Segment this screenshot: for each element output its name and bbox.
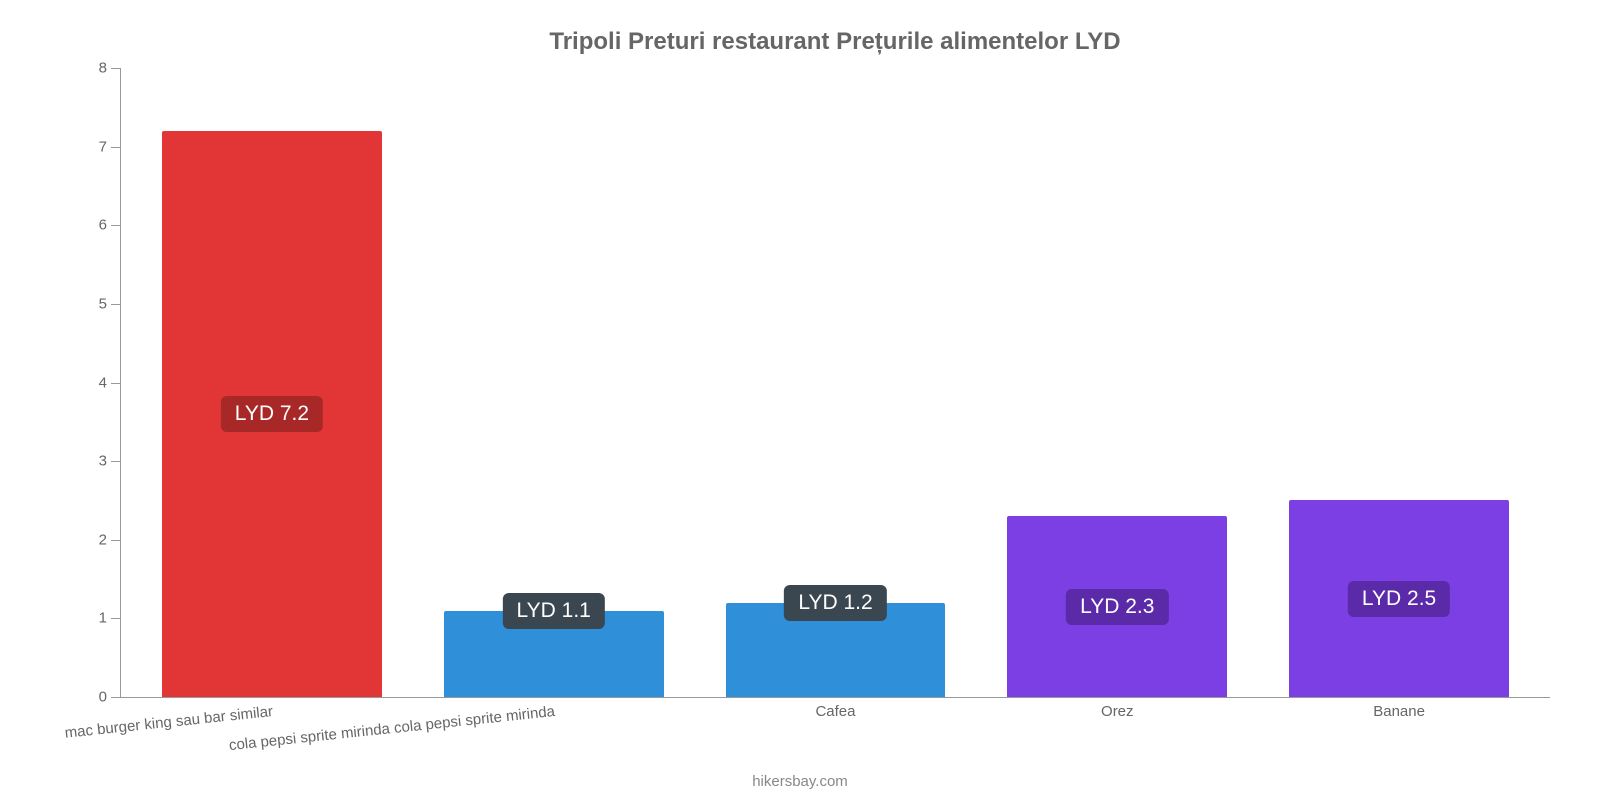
bar-value-label: LYD 2.5: [1348, 581, 1450, 617]
y-tick-label: 3: [99, 453, 121, 470]
bars-group: LYD 7.2 LYD 1.1 LYD 1.2 LYD 2.3 LYD 2.5: [121, 68, 1550, 697]
bar-slot: LYD 2.3: [976, 68, 1258, 697]
bar-value-label: LYD 1.2: [784, 585, 886, 621]
bar-value-label: LYD 1.1: [503, 593, 605, 629]
chart-footer: hikersbay.com: [0, 773, 1600, 790]
bar: LYD 1.1: [444, 611, 664, 697]
x-axis-label: Cafea: [815, 703, 855, 720]
y-tick-label: 0: [99, 689, 121, 706]
chart-container: Tripoli Preturi restaurant Prețurile ali…: [0, 0, 1600, 800]
bar: LYD 2.3: [1007, 516, 1227, 697]
bar-slot: LYD 2.5: [1258, 68, 1540, 697]
x-label-slot: Cafea: [695, 697, 977, 737]
y-tick-label: 1: [99, 610, 121, 627]
x-axis-label: Banane: [1373, 703, 1425, 720]
y-tick-label: 8: [99, 60, 121, 77]
x-axis-labels: mac burger king sau bar similarcola peps…: [121, 697, 1550, 737]
y-tick-label: 7: [99, 138, 121, 155]
y-tick-label: 5: [99, 295, 121, 312]
x-label-slot: Banane: [1258, 697, 1540, 737]
bar: LYD 2.5: [1289, 500, 1509, 697]
bar: LYD 7.2: [162, 131, 382, 697]
bar-value-label: LYD 7.2: [221, 396, 323, 432]
y-tick-label: 2: [99, 531, 121, 548]
plot-area: LYD 7.2LYD 1.1LYD 1.2LYD 2.3LYD 2.5 mac …: [120, 68, 1550, 698]
y-tick-label: 4: [99, 374, 121, 391]
bar-slot: LYD 1.2: [695, 68, 977, 697]
bar: LYD 1.2: [726, 603, 946, 697]
x-axis-label: Orez: [1101, 703, 1134, 720]
x-label-slot: cola pepsi sprite mirinda cola pepsi spr…: [413, 697, 695, 737]
bar-slot: LYD 1.1: [413, 68, 695, 697]
bar-slot: LYD 7.2: [131, 68, 413, 697]
y-tick-label: 6: [99, 217, 121, 234]
bar-value-label: LYD 2.3: [1066, 589, 1168, 625]
chart-title: Tripoli Preturi restaurant Prețurile ali…: [120, 28, 1550, 56]
x-label-slot: Orez: [976, 697, 1258, 737]
